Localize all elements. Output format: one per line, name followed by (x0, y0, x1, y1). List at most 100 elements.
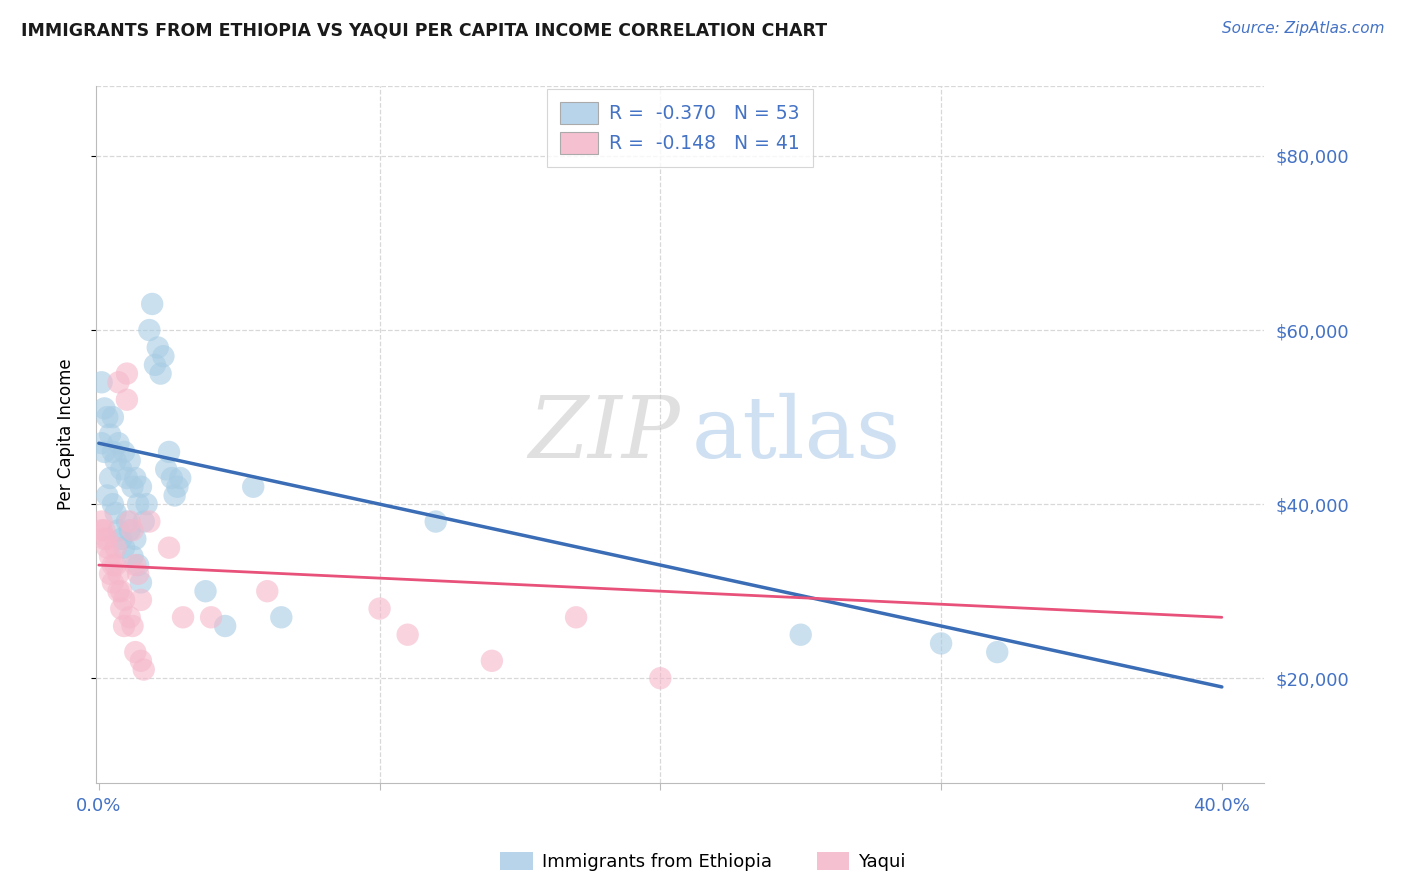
Point (127, 558, 149, 572)
Point (112, 541, 135, 555)
Point (104, 541, 127, 555)
Point (93, 532, 115, 546)
Point (135, 497, 157, 511)
Point (565, 610, 588, 624)
Point (101, 497, 124, 511)
Point (90, 523, 112, 537)
Point (93, 445, 115, 459)
Point (90, 376, 112, 390)
Point (149, 367, 172, 381)
Point (98, 471, 121, 485)
Point (270, 610, 292, 624)
Point (104, 506, 127, 520)
Point (143, 358, 166, 372)
Point (107, 436, 129, 450)
Point (98, 427, 121, 442)
Point (101, 575, 124, 590)
Point (124, 532, 146, 546)
Legend: Immigrants from Ethiopia, Yaqui: Immigrants from Ethiopia, Yaqui (494, 845, 912, 879)
Point (110, 532, 132, 546)
Text: Source: ZipAtlas.com: Source: ZipAtlas.com (1222, 21, 1385, 37)
Point (110, 584, 132, 599)
Point (127, 566, 149, 581)
Point (481, 654, 503, 668)
Point (929, 636, 952, 650)
Point (101, 558, 124, 572)
Point (129, 593, 152, 607)
Point (172, 610, 194, 624)
Point (115, 515, 138, 529)
Point (396, 628, 419, 642)
Point (107, 566, 129, 581)
Point (101, 410, 124, 425)
Point (124, 645, 146, 659)
Point (132, 515, 155, 529)
Point (107, 584, 129, 599)
Point (96, 488, 118, 502)
Point (157, 445, 180, 459)
Point (155, 462, 177, 476)
Point (138, 323, 160, 337)
Point (152, 349, 174, 363)
Text: IMMIGRANTS FROM ETHIOPIA VS YAQUI PER CAPITA INCOME CORRELATION CHART: IMMIGRANTS FROM ETHIOPIA VS YAQUI PER CA… (21, 21, 827, 39)
Point (986, 645, 1008, 659)
Point (163, 488, 186, 502)
Point (93, 523, 115, 537)
Point (96, 410, 118, 425)
Point (90, 436, 112, 450)
Point (256, 584, 278, 599)
Point (789, 628, 811, 642)
Point (115, 471, 138, 485)
Point (112, 445, 135, 459)
Point (118, 610, 141, 624)
Point (169, 471, 191, 485)
Point (129, 654, 152, 668)
Point (118, 515, 141, 529)
Point (214, 619, 236, 633)
Point (200, 610, 222, 624)
Point (129, 480, 152, 494)
Point (115, 392, 138, 407)
Point (121, 619, 143, 633)
Point (98, 549, 121, 564)
Point (141, 297, 163, 311)
Point (124, 471, 146, 485)
Point (101, 445, 124, 459)
Point (146, 341, 169, 355)
Point (368, 601, 391, 615)
Point (93, 401, 115, 416)
Point (129, 575, 152, 590)
Point (121, 480, 143, 494)
Point (96, 532, 118, 546)
Point (138, 515, 160, 529)
Y-axis label: Per Capita Income: Per Capita Income (58, 359, 75, 510)
Point (124, 558, 146, 572)
Point (118, 453, 141, 467)
Point (112, 619, 135, 633)
Text: ZIP: ZIP (529, 393, 681, 475)
Point (110, 462, 132, 476)
Point (194, 584, 217, 599)
Point (107, 376, 129, 390)
Point (425, 515, 447, 529)
Point (112, 593, 135, 607)
Point (118, 523, 141, 537)
Point (107, 523, 129, 537)
Point (121, 549, 143, 564)
Point (166, 480, 188, 494)
Point (90, 515, 112, 529)
Point (121, 523, 143, 537)
Point (127, 497, 149, 511)
Point (157, 541, 180, 555)
Text: atlas: atlas (692, 393, 901, 476)
Point (115, 367, 138, 381)
Point (104, 453, 127, 467)
Point (110, 601, 132, 615)
Point (98, 566, 121, 581)
Point (104, 558, 127, 572)
Point (96, 541, 118, 555)
Point (650, 671, 672, 685)
Point (242, 480, 264, 494)
Legend: R =  -0.370   N = 53, R =  -0.148   N = 41: R = -0.370 N = 53, R = -0.148 N = 41 (547, 89, 813, 167)
Point (132, 663, 155, 677)
